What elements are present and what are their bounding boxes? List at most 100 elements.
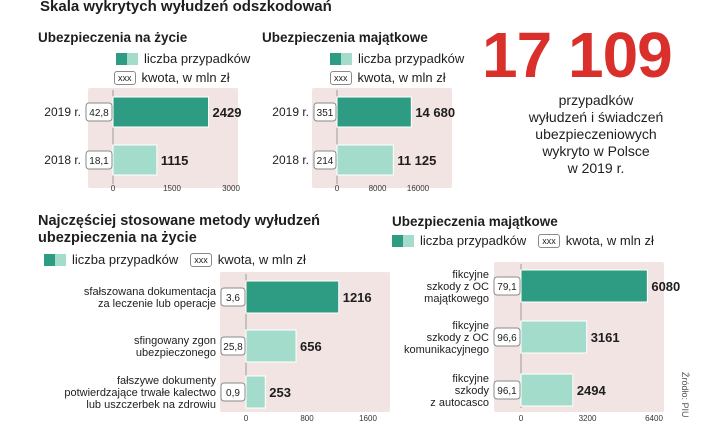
methods_property-category-label: majątkowego — [424, 293, 489, 305]
methods_property-amount-label: 96,6 — [497, 333, 517, 344]
methods_life-value-label: 656 — [300, 339, 322, 354]
count-swatch — [44, 253, 66, 266]
property-value-label: 11 125 — [397, 153, 436, 168]
methods-life-title: Najczęściej stosowane metody wyłudzeń ub… — [38, 213, 320, 247]
methods_property-value-label: 2494 — [577, 383, 607, 398]
methods-life-title-line: ubezpieczenia na życie — [38, 230, 197, 246]
property-tick-label: 0 — [335, 184, 340, 193]
legend-amount-label: kwota, w mln zł — [217, 252, 306, 267]
methods_life-category-label: potwierdzające trwałe kalectwo — [64, 387, 216, 399]
property-bar — [336, 144, 394, 176]
property-legend-count: liczba przypadków — [330, 51, 464, 66]
methods_property-category-label: fikcyjne — [452, 269, 489, 281]
life-legend-amount: xxx kwota, w mln zł — [114, 70, 230, 85]
life-tick-label: 3000 — [222, 184, 240, 193]
methods-property-legend: liczba przypadków xxx kwota, w mln zł — [392, 233, 654, 248]
methods_life-amount-box — [220, 287, 246, 307]
property-amount-box — [313, 150, 337, 170]
methods_property-value-label: 3161 — [591, 330, 620, 345]
count-swatch — [330, 52, 352, 65]
legend-amount-box: xxx — [538, 233, 560, 248]
methods_life-category-label: ubezpieczonego — [136, 347, 216, 359]
legend-amount-label: kwota, w mln zł — [141, 70, 230, 85]
methods_life-amount-label: 0,9 — [226, 388, 240, 399]
property-tick-label: 8000 — [369, 184, 387, 193]
life-tick-label: 1500 — [163, 184, 181, 193]
legend-count-label: liczba przypadków — [420, 233, 527, 248]
methods_property-category-label: fikcyjne — [452, 373, 489, 385]
methods_property-tick-label: 0 — [519, 414, 524, 423]
life-amount-label: 42,8 — [89, 108, 109, 119]
methods_property-category-label: szkody z OC — [427, 332, 489, 344]
methods-life-title-line: Najczęściej stosowane metody wyłudzeń — [38, 213, 321, 229]
life-chart-title: Ubezpieczenia na życie — [38, 30, 188, 45]
methods_life-category-label: sfałszowana dokumentacja — [84, 286, 217, 298]
headline-number: 17 109 — [482, 19, 673, 91]
headline-line: ubezpieczeniowych — [535, 126, 657, 142]
methods_life-category-label: lub uszczerbek na zdrowiu — [86, 399, 216, 411]
methods_life-tick-label: 800 — [300, 414, 314, 423]
legend-amount-box: xxx — [190, 252, 212, 267]
methods_life-amount-box — [220, 336, 246, 356]
life-bar — [112, 96, 210, 128]
methods_property-tick-label: 6400 — [645, 414, 663, 423]
methods_life-amount-label: 3,6 — [226, 293, 240, 304]
life-category-label: 2019 r. — [44, 105, 81, 119]
methods_property-bar — [520, 373, 574, 407]
life-category-label: 2018 r. — [44, 153, 81, 167]
methods_property-category-label: z autocasco — [430, 397, 489, 409]
legend-count-label: liczba przypadków — [144, 51, 251, 66]
methods_life-category-label: fałszywe dokumenty — [117, 375, 217, 387]
methods_life-amount-box — [220, 382, 246, 402]
property-legend-amount: xxx kwota, w mln zł — [330, 70, 446, 85]
methods_property-amount-label: 79,1 — [497, 282, 517, 293]
page-title: Skala wykrytych wyłudzeń odszkodowań — [40, 0, 332, 15]
life-legend-count: liczba przypadków — [116, 51, 250, 66]
legend-amount-box: xxx — [330, 70, 352, 85]
headline-line: wyłudzeń i świadczeń — [528, 109, 664, 125]
property-amount-box — [313, 102, 337, 122]
methods_life-amount-label: 25,8 — [223, 342, 243, 353]
methods_life-category-label: sfingowany zgon — [134, 335, 216, 347]
methods_property-amount-label: 96,1 — [497, 386, 517, 397]
life-tick-label: 0 — [111, 184, 116, 193]
methods_life-bar — [245, 280, 340, 314]
property-chart-title: Ubezpieczenia majątkowe — [262, 30, 428, 45]
methods-life-legend: liczba przypadków xxx kwota, w mln zł — [44, 252, 306, 267]
methods_property-tick-label: 3200 — [579, 414, 597, 423]
legend-count-label: liczba przypadków — [72, 252, 179, 267]
property-amount-label: 351 — [317, 108, 334, 119]
life-amount-box — [85, 102, 113, 122]
property-category-label: 2018 r. — [272, 153, 309, 167]
methods_life-tick-label: 0 — [244, 414, 249, 423]
property-tick-label: 16000 — [407, 184, 430, 193]
methods_property-category-label: fikcyjne — [452, 320, 489, 332]
count-swatch — [116, 52, 138, 65]
methods-property-title: Ubezpieczenia majątkowe — [392, 214, 558, 229]
methods_property-amount-box — [493, 276, 521, 296]
life-amount-label: 18,1 — [89, 156, 109, 167]
methods_life-value-label: 1216 — [343, 290, 372, 305]
methods_life-bar — [245, 375, 266, 409]
methods_property-bar — [520, 320, 588, 354]
headline-description: przypadków wyłudzeń i świadczeń ubezpiec… — [508, 92, 684, 177]
life-amount-box — [85, 150, 113, 170]
methods_property-category-label: komunikacyjnego — [404, 344, 489, 356]
property-bar — [336, 96, 412, 128]
methods_life-value-label: 253 — [269, 385, 291, 400]
legend-amount-label: kwota, w mln zł — [565, 233, 654, 248]
headline-line: przypadków — [558, 92, 634, 108]
methods_property-amount-box — [493, 327, 521, 347]
life-bar — [112, 144, 158, 176]
legend-amount-label: kwota, w mln zł — [357, 70, 446, 85]
methods_property-amount-box — [493, 380, 521, 400]
methods_property-bar — [520, 269, 648, 303]
headline-line: wykryto w Polsce — [542, 143, 650, 159]
methods_property-value-label: 6080 — [651, 279, 680, 294]
property-category-label: 2019 r. — [272, 105, 309, 119]
methods_life-category-label: za leczenie lub operacje — [98, 298, 216, 310]
headline-line: w 2019 r. — [567, 160, 625, 176]
property-value-label: 14 680 — [415, 105, 455, 120]
legend-amount-box: xxx — [114, 70, 136, 85]
